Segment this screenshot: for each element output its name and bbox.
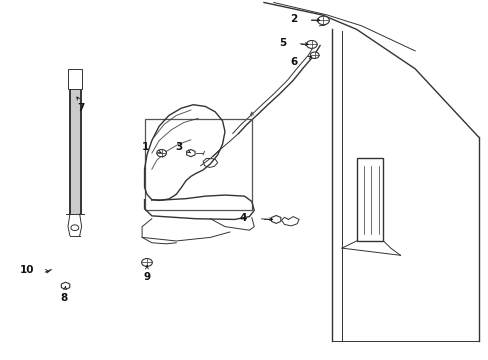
Circle shape [306,41,317,48]
Text: 9: 9 [143,272,150,282]
Text: 7: 7 [77,103,84,113]
Bar [144,119,251,211]
Polygon shape [271,216,280,224]
Text: 2: 2 [289,14,297,24]
Circle shape [317,16,329,25]
Polygon shape [186,149,195,157]
Text: 1: 1 [142,142,149,152]
Text: 6: 6 [289,57,297,67]
Text: 4: 4 [239,213,246,223]
Text: 10: 10 [20,265,34,275]
Circle shape [142,258,152,266]
Bar [68,69,81,89]
Circle shape [310,52,319,58]
Polygon shape [61,282,70,289]
Circle shape [157,149,166,157]
Circle shape [71,225,79,230]
Bar [356,158,383,241]
Text: 8: 8 [61,293,67,303]
Bar [70,87,80,214]
Text: 5: 5 [278,38,285,48]
Text: 3: 3 [175,142,182,152]
